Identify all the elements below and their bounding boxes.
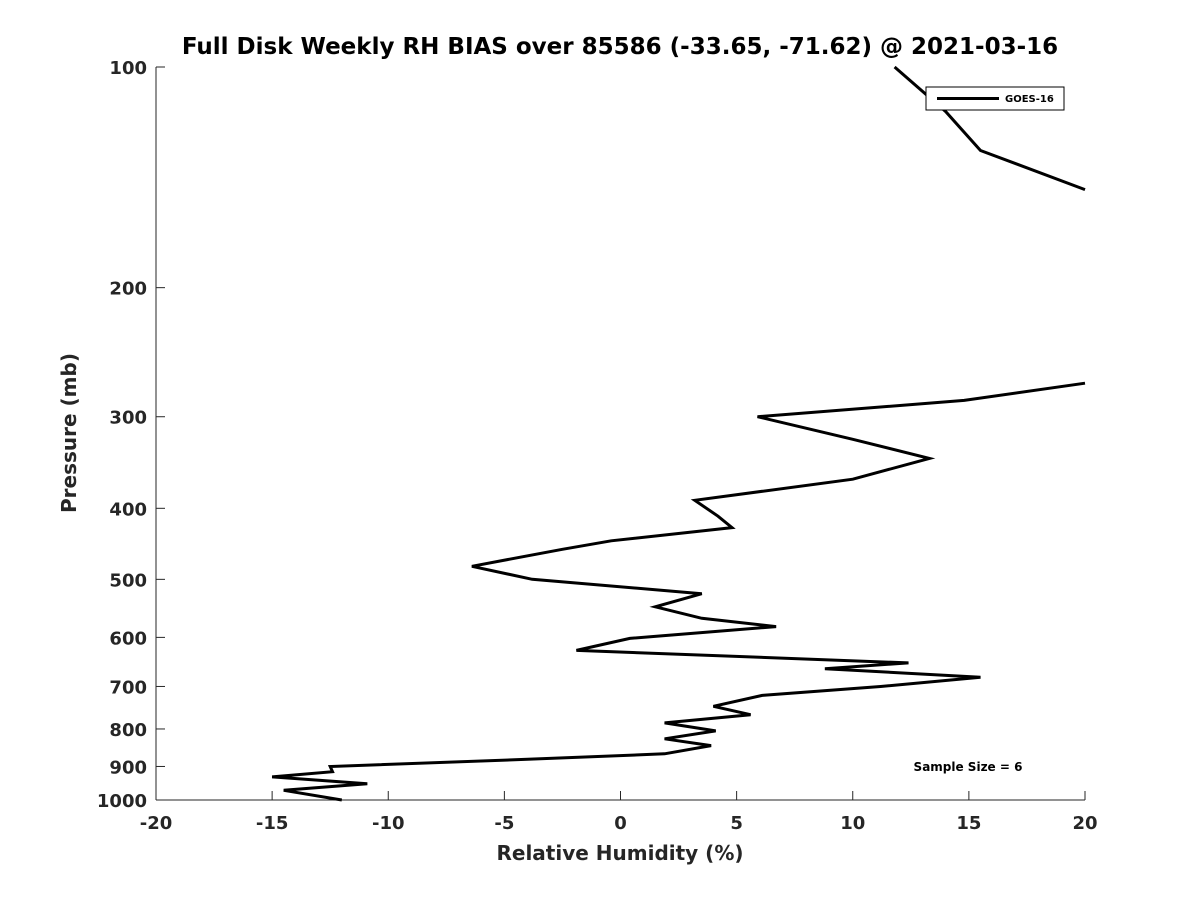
x-tick-label: 15 xyxy=(956,813,981,834)
x-tick-label: -15 xyxy=(256,813,289,834)
x-tick-label: 10 xyxy=(840,813,865,834)
y-axis-label: Pressure (mb) xyxy=(57,353,81,513)
x-tick-label: 0 xyxy=(614,813,627,834)
y-tick-label: 400 xyxy=(109,499,147,520)
axes: -20 -15 -10 -5 0 5 10 15 20 100 200 300 400 500 600 700… xyxy=(97,58,1098,834)
series-lines xyxy=(271,65,1086,802)
plot-area xyxy=(156,67,1085,800)
legend-label-goes-16: GOES-16 xyxy=(1005,94,1054,105)
x-tick-label: 20 xyxy=(1072,813,1097,834)
y-tick-label: 700 xyxy=(109,677,147,698)
x-tick-label: -10 xyxy=(372,813,405,834)
y-tick-label: 1000 xyxy=(97,791,147,812)
y-tick-label: 600 xyxy=(109,628,147,649)
y-tick-label: 200 xyxy=(109,279,147,300)
y-tick-label: 900 xyxy=(109,757,147,778)
x-tick-label: 5 xyxy=(730,813,743,834)
y-tick-label: 500 xyxy=(109,570,147,591)
y-tick-label: 800 xyxy=(109,720,147,741)
legend: GOES-16 xyxy=(925,86,1065,111)
y-tick-label: 300 xyxy=(109,408,147,429)
x-tick-label: -5 xyxy=(494,813,514,834)
x-tick-label: -20 xyxy=(140,813,173,834)
y-tick-label: 100 xyxy=(109,58,147,79)
x-axis-label: Relative Humidity (%) xyxy=(496,841,743,865)
chart-title: Full Disk Weekly RH BIAS over 85586 (-33… xyxy=(182,34,1058,60)
series-line-goes-16-segment-1 xyxy=(893,65,1086,192)
series-line-goes-16-segment-2 xyxy=(271,381,1086,802)
sample-size-annotation: Sample Size = 6 xyxy=(914,760,1023,774)
